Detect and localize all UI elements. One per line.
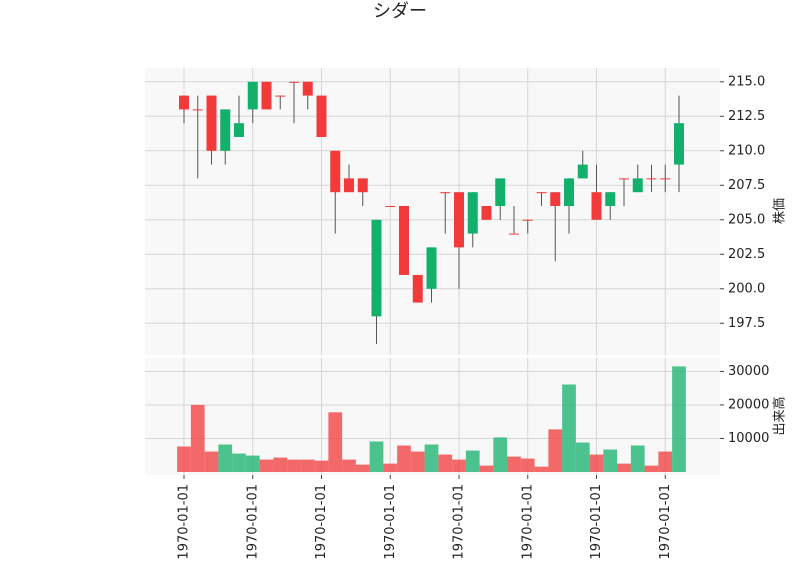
candle-body xyxy=(206,95,217,151)
x-tick-label: 1970-01-01 xyxy=(452,484,467,560)
candle-body xyxy=(275,95,286,97)
candle-body xyxy=(646,178,657,180)
volume-bar xyxy=(328,412,343,472)
volume-bar xyxy=(603,449,618,472)
candle-body xyxy=(509,233,519,235)
candle-body xyxy=(440,192,451,194)
y-axis-label: 株価 xyxy=(773,198,788,224)
volume-bar xyxy=(438,454,453,472)
volume-bar xyxy=(562,384,576,472)
candle-body xyxy=(234,123,244,137)
candle-body xyxy=(330,150,341,193)
volume-bar xyxy=(287,459,301,472)
candle-body xyxy=(591,192,602,220)
candle-body xyxy=(467,192,478,234)
x-tick-label: 1970-01-01 xyxy=(314,484,329,560)
volume-bar xyxy=(452,459,466,472)
volume-bar xyxy=(465,450,480,472)
candle-body xyxy=(619,178,629,180)
candle-body xyxy=(261,81,272,110)
candle-body xyxy=(399,205,409,275)
volume-bar xyxy=(355,464,370,472)
volume-bar xyxy=(369,441,384,472)
volume-bar xyxy=(383,463,398,472)
y-tick-label: 197.5 xyxy=(728,316,765,331)
candle-body xyxy=(412,274,423,303)
candle-body xyxy=(247,81,258,110)
candle-body xyxy=(371,219,382,317)
volume-bar xyxy=(300,459,315,472)
volume-bar xyxy=(548,429,563,472)
volume-bar xyxy=(644,465,659,472)
candle-body xyxy=(302,81,313,96)
volume-bar xyxy=(177,446,191,472)
x-tick-label: 1970-01-01 xyxy=(658,484,673,560)
volume-bar xyxy=(410,451,425,472)
candle-body xyxy=(605,192,616,206)
volume-bar xyxy=(259,459,274,472)
candle-body xyxy=(660,178,671,180)
volume-bar xyxy=(204,451,219,472)
y-tick-label: 210.0 xyxy=(728,143,765,158)
volume-bar xyxy=(397,445,411,472)
candle-body xyxy=(632,178,643,193)
volume-bar xyxy=(314,460,329,472)
candle-body xyxy=(316,95,327,137)
volume-bar xyxy=(630,445,645,472)
y2-tick-label: 10000 xyxy=(728,431,769,446)
candle-body xyxy=(674,123,684,165)
volume-bar xyxy=(672,366,686,472)
chart-title: シダー xyxy=(373,1,427,22)
volume-bar xyxy=(507,456,521,472)
volume-bar xyxy=(658,451,673,472)
candle-body xyxy=(454,192,464,248)
y-tick-label: 205.0 xyxy=(728,212,765,227)
candle-body xyxy=(564,178,574,206)
price-panel xyxy=(145,68,720,355)
candle-body xyxy=(481,205,492,220)
candle-body xyxy=(220,109,231,151)
y-tick-label: 202.5 xyxy=(728,247,765,262)
volume-bar xyxy=(617,463,631,472)
y-tick-label: 200.0 xyxy=(728,281,765,296)
volume-bar xyxy=(424,444,439,472)
y-tick-label: 212.5 xyxy=(728,109,765,124)
candle-body xyxy=(289,81,299,83)
volume-bar xyxy=(190,404,205,472)
candle-body xyxy=(192,109,203,111)
x-tick-label: 1970-01-01 xyxy=(177,484,192,560)
candle-body xyxy=(536,192,547,194)
volume-bar xyxy=(575,442,590,472)
x-tick-label: 1970-01-01 xyxy=(383,484,398,560)
candle-body xyxy=(522,219,533,221)
y-tick-label: 207.5 xyxy=(728,178,765,193)
x-tick-label: 1970-01-01 xyxy=(589,484,604,560)
volume-bar xyxy=(493,437,508,472)
candle-body xyxy=(577,164,588,179)
y2-tick-label: 20000 xyxy=(728,397,769,412)
volume-bar xyxy=(589,454,604,472)
candle-body xyxy=(344,178,354,193)
y2-axis-label: 出来高 xyxy=(772,396,788,435)
candle-body xyxy=(357,178,368,193)
candle-body xyxy=(550,192,561,206)
volume-bar xyxy=(342,459,356,472)
volume-bar xyxy=(534,466,549,472)
x-tick-label: 1970-01-01 xyxy=(520,484,535,560)
volume-bar xyxy=(232,453,246,472)
volume-bar xyxy=(479,465,494,472)
volume-bar xyxy=(520,458,535,472)
volume-bar xyxy=(218,444,233,472)
candle-body xyxy=(179,95,189,110)
candle-body xyxy=(385,205,396,207)
y-tick-label: 215.0 xyxy=(728,74,765,89)
candle-body xyxy=(426,247,437,289)
volume-bar xyxy=(245,455,260,472)
x-tick-label: 1970-01-01 xyxy=(245,484,260,560)
y2-tick-label: 30000 xyxy=(728,364,769,379)
volume-bar xyxy=(273,457,288,472)
candle-body xyxy=(495,178,506,206)
